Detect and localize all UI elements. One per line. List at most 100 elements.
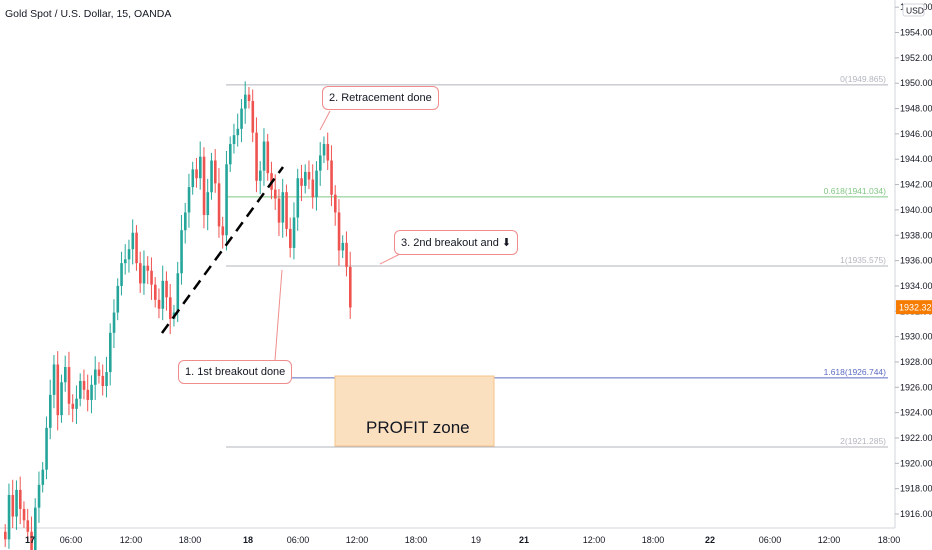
candle-body [60,382,63,416]
price-tick-label: 1918.000 [900,484,932,494]
time-tick-label: 12:00 [583,535,606,545]
price-tick-label: 1916.000 [900,509,932,519]
candle-body [337,212,341,251]
candle-body [277,198,281,223]
candle-body [37,484,41,508]
time-tick-label: 18:00 [179,535,202,545]
candle-body [45,427,48,470]
candle-body [289,228,292,248]
candle-body [330,160,333,195]
candle-body [244,94,247,109]
time-tick-label: 06:00 [287,535,310,545]
price-tick-label: 1936.000 [900,256,932,266]
time-tick-label: 19 [471,535,481,545]
callout-retracement[interactable]: 2. Retracement done [322,86,439,110]
fib-level-label: 1(1935.575) [840,255,886,265]
callout-second-breakout[interactable]: 3. 2nd breakout and ⬇ [394,230,519,255]
callout-pointer-retracement [319,110,331,131]
candle-body [341,242,345,251]
time-tick-label: 22 [705,535,715,545]
candle-body [97,369,101,376]
candle-body [221,226,225,236]
price-tick-label: 1934.000 [900,281,932,291]
candle-body [210,160,213,193]
candle-body [7,494,11,540]
candle-body [296,178,300,218]
time-tick-label: 12:00 [120,535,143,545]
trendline-dashed [160,166,285,334]
candle-body [214,160,217,184]
candle-body [30,531,33,550]
candle-body [116,285,120,313]
callout-pointer-first-breakout [274,269,283,361]
candle-body [11,494,15,517]
candle-body [307,171,311,180]
candle-body [334,194,337,213]
fib-level-label: 0(1949.865) [840,74,886,84]
candle-body [109,332,112,373]
candle-body [180,230,183,274]
candle-body [202,156,206,215]
candle-body [225,164,228,236]
candle-body [105,372,108,387]
candle-body [326,144,330,161]
candle-body [56,364,60,416]
time-tick-label: 17 [25,535,35,545]
price-axis[interactable]: 1916.000 1918.000 1920.000 1922.000 1924.000… [895,2,932,519]
price-tick-label: 1954.000 [900,28,932,38]
candle-body [64,367,67,383]
candle-body [199,156,202,179]
fib-level-label: 1.618(1926.744) [824,367,887,377]
price-tick-label: 1928.000 [900,357,932,367]
time-tick-label: 06:00 [60,535,83,545]
price-tick-label: 1926.000 [900,382,932,392]
candle-body [266,141,270,174]
candle-body [217,183,221,227]
price-tick-label: 1944.000 [900,154,932,164]
candle-body [191,169,195,188]
candle-body [154,284,157,300]
fibonacci-levels: 0(1949.865) 0.618(1941.034) 1(1935.575) 1.6… [226,74,888,448]
candle-body [176,273,180,313]
candle-body [34,507,37,550]
candle-body [135,232,138,264]
callout-first-breakout[interactable]: 1. 1st breakout done [178,360,293,384]
time-axis[interactable]: 17 06:00 12:00 18:00 18 06:00 12:00 18:00 19 21 12… [25,535,900,545]
currency-unit-box: USD [902,3,925,17]
candle-body [240,108,243,129]
price-tick-label: 1924.000 [900,408,932,418]
fib-level-label: 0.618(1941.034) [824,186,887,196]
price-tick-label: 1920.000 [900,458,932,468]
fib-level-label: 2(1921.285) [840,436,886,446]
candle-body [236,128,240,136]
candle-body [255,132,258,181]
candle-body [232,135,236,145]
candle-body [67,367,71,404]
candle-body [281,192,285,223]
candle-body [285,192,288,229]
callout-pointer-second-breakout [379,253,401,265]
candle-body [304,171,307,186]
candles [4,81,352,550]
price-tick-label: 1940.000 [900,205,932,215]
candle-body [82,380,86,390]
candle-body [292,217,296,248]
currency-unit-label: USD [906,6,924,16]
current-price-label: 1932.326 [899,303,932,313]
candle-body [274,189,277,199]
candle-body [86,389,90,400]
candle-body [300,178,303,186]
candle-body [206,192,210,215]
candle-body [251,100,255,133]
price-tick-label: 1938.000 [900,230,932,240]
candle-body [247,94,251,101]
candle-body [41,469,45,485]
candle-body [150,270,153,285]
candle-body [94,369,97,385]
candle-body [120,263,123,286]
candle-body [165,280,168,298]
time-tick-label: 21 [519,535,529,545]
candle-body [349,266,352,308]
candle-body [71,403,75,409]
candle-body [75,398,78,409]
